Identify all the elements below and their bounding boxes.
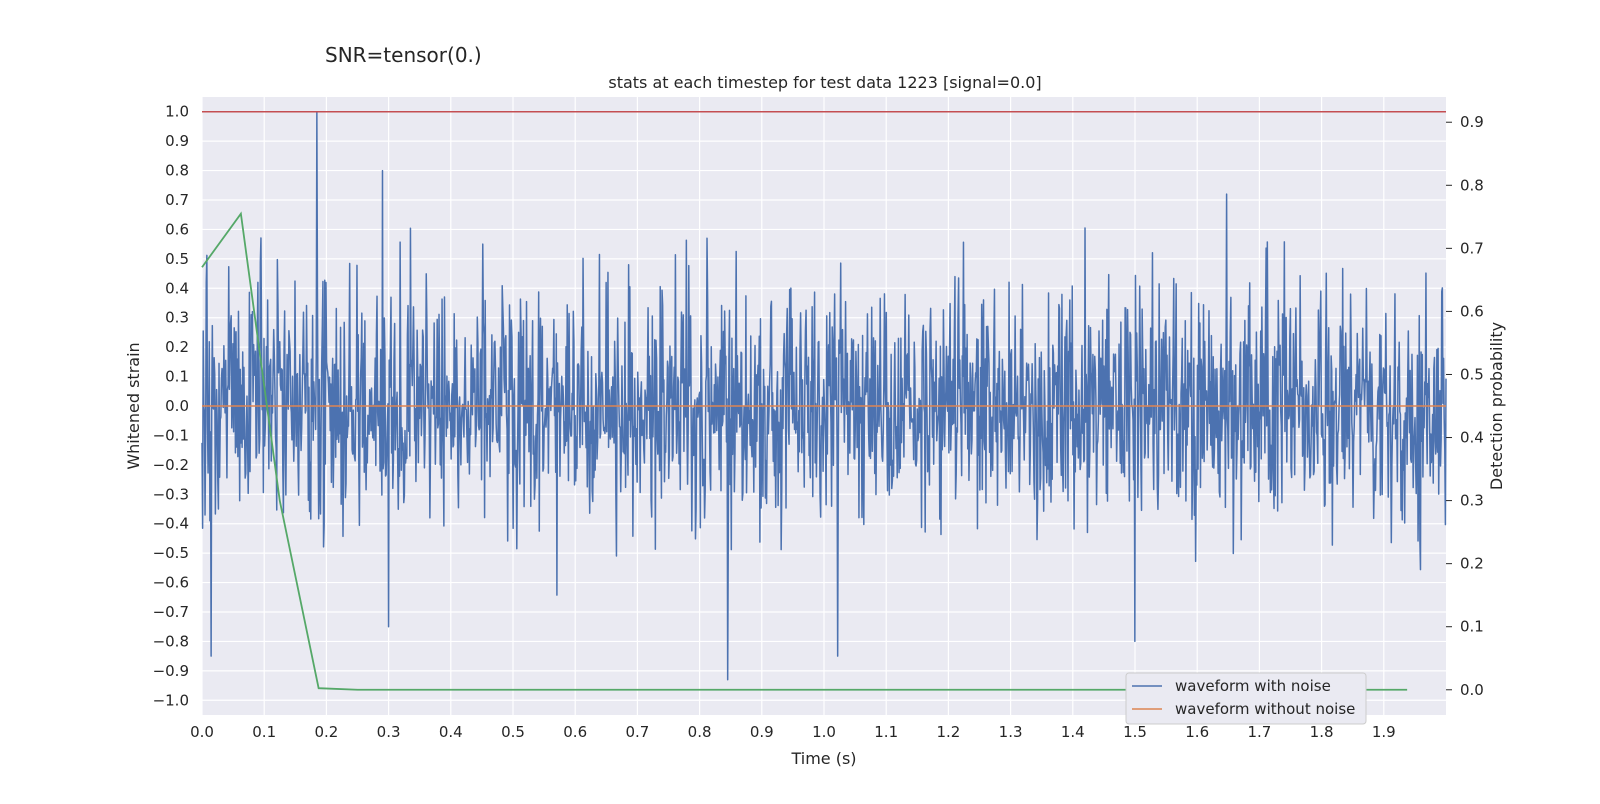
x-tick-label: 0.7 [625,723,649,741]
y-axis-ticks: 1.0 0.9 0.8 0.7 0.6 0.5 0.4 0.3 0.2 0.1 0.0 −0.1 −0.… [153,103,189,710]
x-axis-label: Time (s) [790,749,856,768]
x-axis-ticks: 0.0 0.1 0.2 0.3 0.4 0.5 0.6 0.7 0.8 0.9 1.0 1.1 1.2 1… [190,723,1396,741]
x-tick-label: 1.5 [1123,723,1147,741]
x-tick-label: 1.8 [1310,723,1334,741]
y-tick-label: −0.6 [153,574,189,592]
y-tick-label: 0.3 [165,309,189,327]
y2-tick-label: 0.1 [1460,618,1484,636]
series-noisy-waveform [201,110,1447,681]
series-group [201,110,1447,691]
y-tick-label: 0.4 [165,279,189,297]
y-axis-label: Whitened strain [124,342,143,469]
x-tick-label: 1.3 [999,723,1023,741]
y-tick-label: 0.0 [165,397,189,415]
x-tick-label: 0.5 [501,723,525,741]
y2-tick-label: 0.6 [1460,302,1484,320]
y2-axis-label: Detection probability [1487,322,1506,490]
y2-tick-label: 0.7 [1460,239,1484,257]
y-tick-label: −0.4 [153,515,189,533]
x-tick-label: 0.9 [750,723,774,741]
x-tick-label: 0.0 [190,723,214,741]
x-tick-label: 0.8 [688,723,712,741]
y2-tick-label: 0.8 [1460,176,1484,194]
y-tick-label: 0.7 [165,191,189,209]
x-tick-label: 0.1 [252,723,276,741]
x-tick-label: 1.9 [1372,723,1396,741]
y-tick-label: −1.0 [153,691,189,709]
y-tick-label: −0.1 [153,426,189,444]
y-tick-label: 0.5 [165,250,189,268]
series-detection-probability [201,211,1408,691]
x-tick-label: 1.1 [874,723,898,741]
legend: waveform with noise waveform without noi… [1125,672,1367,725]
y-tick-label: 0.9 [165,132,189,150]
y-tick-label: −0.5 [153,544,189,562]
chart-title: stats at each timestep for test data 122… [608,73,1041,92]
legend-label-clean: waveform without noise [1175,700,1355,718]
y-tick-label: −0.3 [153,485,189,503]
y2-tick-label: 0.2 [1460,555,1484,573]
y-tick-label: −0.2 [153,456,189,474]
y-tick-label: −0.9 [153,662,189,680]
x-tick-label: 0.4 [439,723,463,741]
y-tick-label: 0.8 [165,162,189,180]
y2-tick-label: 0.3 [1460,492,1484,510]
x-tick-label: 1.4 [1061,723,1085,741]
x-tick-label: 0.6 [563,723,587,741]
y-tick-label: −0.7 [153,603,189,621]
y2-tick-label: 0.4 [1460,429,1484,447]
y2-tick-label: 0.9 [1460,113,1484,131]
y-tick-label: 0.1 [165,368,189,386]
y-tick-label: 0.6 [165,220,189,238]
y2-tick-label: 0.5 [1460,365,1484,383]
y2-tick-label: 0.0 [1460,681,1484,699]
x-tick-label: 0.3 [377,723,401,741]
legend-label-noisy: waveform with noise [1175,677,1331,695]
x-tick-label: 0.2 [314,723,338,741]
figure-suptitle: SNR=tensor(0.) [325,43,482,67]
y-tick-label: −0.8 [153,632,189,650]
x-tick-label: 1.0 [812,723,836,741]
y-tick-label: 0.2 [165,338,189,356]
legend-box [1125,672,1367,725]
x-tick-label: 1.6 [1185,723,1209,741]
y2-axis-ticks: 0.9 0.8 0.7 0.6 0.5 0.4 0.3 0.2 0.1 0.0 [1446,113,1484,699]
y-tick-label: 1.0 [165,103,189,121]
x-tick-label: 1.2 [936,723,960,741]
x-tick-label: 1.7 [1247,723,1271,741]
